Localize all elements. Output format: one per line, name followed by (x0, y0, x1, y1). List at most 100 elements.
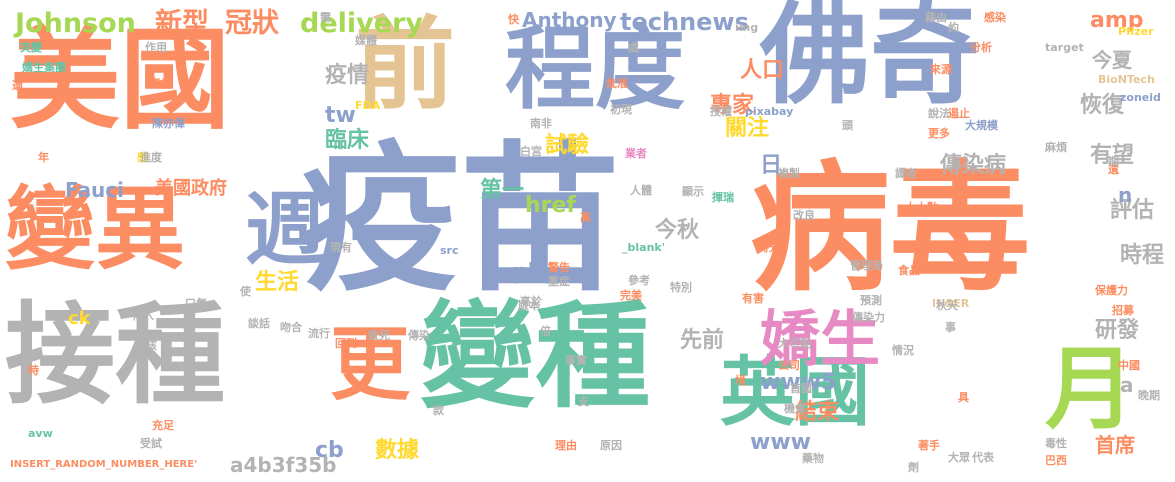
word-cjk-28: 臨床 (325, 128, 370, 153)
word-cjk-74: 批准 (606, 77, 628, 90)
word-cjk-15: 新型 (155, 8, 209, 39)
word-cjk-92: 譯者 (895, 167, 917, 180)
word-cjk-76: 授權 (710, 105, 732, 118)
word-cjk-72: 陳亦偉 (152, 117, 185, 130)
word-cjk-50: 首席 (1095, 433, 1135, 457)
word-johnson: Johnson (15, 8, 136, 39)
word-cjk-119: 保護力 (1095, 284, 1128, 297)
word-cjk-131: 大可能 (778, 337, 811, 350)
word-cjk-44: 結束 (795, 400, 840, 425)
word-fauci: Fauci (65, 178, 124, 202)
word-cjk-2: 接種 (5, 291, 225, 419)
word-cjk-109: 事 (945, 321, 956, 334)
word-src: src (440, 244, 459, 257)
word-cjk-10: 月 (1045, 337, 1135, 442)
word-cjk-80: 說法 (928, 107, 950, 120)
word-ck: ck (68, 308, 91, 329)
word-delivery: delivery (300, 8, 423, 39)
word-cjk-117: 有害 (742, 292, 764, 305)
word-cjk-26: 關注 (725, 116, 770, 141)
word-cjk-125: 流行 (308, 327, 330, 340)
word-blank: _blank' (622, 241, 666, 254)
word-cjk-30: 有望 (1090, 143, 1135, 168)
word-a: a (1120, 373, 1134, 397)
word-cjk-138: 事實 (565, 354, 587, 367)
word-cjk-21: 今夏 (1092, 48, 1132, 72)
word-cjk-47: 數據 (375, 438, 420, 463)
word-cjk-118: 預測 (860, 294, 882, 307)
word-cjk-99: 大大點 (905, 201, 938, 214)
word-cjk-32: 日 (760, 153, 783, 178)
word-cjk-12: 更 (330, 318, 410, 411)
word-cjk-97: 高 (580, 211, 591, 224)
word-cjk-6: 前 (355, 6, 455, 123)
word-biontech: BioNTech (1098, 73, 1155, 86)
word-cjk-158: 適 (12, 79, 23, 92)
word-cjk-29: 試驗 (545, 133, 590, 158)
word-pfizer: Pfizer (1118, 25, 1154, 38)
word-cjk-112: 高於 (520, 295, 542, 308)
word-cjk-136: 時 (28, 364, 39, 377)
word-cjk-153: 大眾 (948, 451, 970, 464)
word-cjk-25: 疫情 (325, 63, 370, 88)
word-cjk-94: 人體 (630, 184, 652, 197)
word-img: img (735, 21, 759, 34)
word-pixabay: pixabay (745, 105, 794, 118)
word-cjk-135: 中國 (1118, 359, 1140, 372)
word-cjk-55: 突變 (20, 41, 42, 54)
word-cjk-150: 藥物 (802, 452, 824, 465)
word-cjk-34: 美國政府 (155, 178, 227, 199)
word-cjk-87: 感 (137, 151, 148, 164)
word-cjk-79: 頭 (842, 119, 853, 132)
word-cjk-11: 週 (245, 183, 325, 276)
word-cjk-115: 完美 (620, 289, 642, 302)
word-cjk-91: 複製 (778, 167, 800, 180)
word-cjk-123: 談話 (248, 317, 270, 330)
word-zoneid: zoneid (1120, 91, 1161, 104)
word-cjk-157: 需 (320, 11, 331, 24)
word-cjk-132: 情況 (892, 344, 914, 357)
word-href: href (525, 193, 577, 218)
word-cjk-122: 傳入 (132, 309, 154, 322)
word-cjk-35: 第一 (480, 178, 525, 203)
word-cjk-151: 毒性 (1045, 437, 1067, 450)
word-cjk-68: 來源 (930, 63, 952, 76)
word-cjk-38: 評估 (1110, 198, 1155, 223)
word-cjk-156: 劑 (908, 461, 919, 474)
word-n: n (1118, 183, 1133, 207)
word-cjk-39: 時程 (1120, 243, 1165, 268)
word-cjk-45: 研發 (1095, 318, 1140, 343)
word-cjk-126: 致死 (368, 329, 390, 342)
word-cjk-90: 業者 (625, 147, 647, 160)
word-cjk-82: 遏止 (948, 107, 970, 120)
word-cjk-81: 更多 (928, 127, 950, 140)
word-cjk-9: 英國 (720, 348, 871, 436)
word-cjk-140: 晚期 (1138, 389, 1160, 402)
word-cjk-88: 進度 (140, 151, 162, 164)
word-cjk-37: 今秋 (655, 218, 700, 243)
word-cjk-128: 回到 (335, 337, 357, 350)
word-cjk-3: 變種 (420, 290, 651, 424)
word-cjk-104: 警告 (548, 261, 570, 274)
word-cjk-86: 年 (38, 151, 49, 164)
word-www: www (750, 430, 811, 455)
word-cjk-23: 人口 (740, 58, 785, 83)
word-anthony: Anthony (522, 8, 617, 32)
word-insert-random-number-here: INSERT_RANDOM_NUMBER_HERE' (10, 459, 198, 470)
word-cjk-31: 傳染病 (940, 153, 1007, 178)
word-cjk-93: 期 (1108, 155, 1119, 168)
word-cjk-101: 現有 (330, 241, 352, 254)
word-cjk-75: 初現 (610, 103, 632, 116)
word-inser: INSER (932, 297, 970, 310)
word-cjk-5: 佛奇 (760, 0, 980, 119)
word-target: target (1045, 41, 1084, 54)
word-cjk-57: 媒體 (355, 34, 377, 47)
word-cjk-106: 管理局 (850, 259, 883, 272)
word-cjk-60: 藉由 (925, 11, 947, 24)
word-cjk-69: 處 (628, 41, 639, 54)
word-cjk-137: 首國 (790, 382, 812, 395)
word-cjk-0: 疫苗 (300, 126, 621, 313)
word-cjk-144: 充足 (152, 419, 174, 432)
word-cjk-105: 重症 (548, 275, 570, 288)
